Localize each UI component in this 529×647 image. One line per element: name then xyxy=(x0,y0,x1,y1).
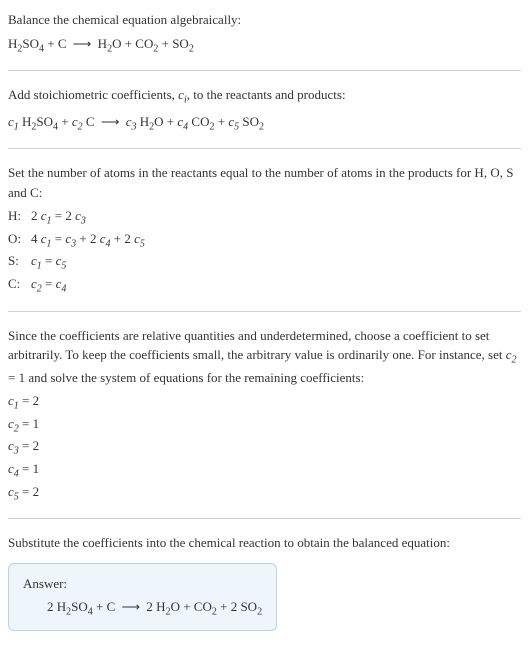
text: and solve the system of equations for th… xyxy=(25,370,364,385)
text: Since the coefficients are relative quan… xyxy=(8,328,506,363)
species: 2 SO2 xyxy=(231,599,262,614)
balance-eq: 4 c1 = c3 + 2 c4 + 2 c5 xyxy=(31,229,151,252)
species: C xyxy=(107,599,116,614)
species: 2 H2SO4 xyxy=(47,599,93,614)
plus: + xyxy=(162,36,173,51)
element-label: S: xyxy=(8,251,31,274)
species: C xyxy=(86,114,95,129)
set-var: c2 xyxy=(506,347,517,362)
species: SO2 xyxy=(242,114,264,129)
species: SO2 xyxy=(172,36,194,51)
species: CO2 xyxy=(194,599,217,614)
unbalanced-equation: H2SO4 + C ⟶ H2O + CO2 + SO2 xyxy=(8,34,521,57)
coeff: c5 xyxy=(228,114,239,129)
species: H2O xyxy=(98,36,122,51)
balance-eq: c2 = c4 xyxy=(31,274,151,297)
plus: + xyxy=(96,599,107,614)
element-label: O: xyxy=(8,229,31,252)
plus: + xyxy=(125,36,136,51)
symbolic-equation: c1 H2SO4 + c2 C ⟶ c3 H2O + c4 CO2 + c5 S… xyxy=(8,112,521,135)
table-row: S: c1 = c5 xyxy=(8,251,151,274)
species: H2SO4 xyxy=(8,36,44,51)
coeff: c3 xyxy=(126,114,137,129)
plus: + xyxy=(167,114,178,129)
plus: + xyxy=(47,36,58,51)
species: CO2 xyxy=(191,114,214,129)
plus: + xyxy=(183,599,194,614)
solve-intro: Since the coefficients are relative quan… xyxy=(8,326,521,388)
table-row: H: 2 c1 = 2 c3 xyxy=(8,206,151,229)
text: Add stoichiometric coefficients, xyxy=(8,87,178,102)
stoich-line: Add stoichiometric coefficients, ci, to … xyxy=(8,85,521,108)
coeff: c1 xyxy=(8,114,19,129)
atoms-intro: Set the number of atoms in the reactants… xyxy=(8,163,521,202)
coeff: c2 xyxy=(72,114,83,129)
coeff-result: c5 = 2 xyxy=(8,482,521,505)
intro-line: Balance the chemical equation algebraica… xyxy=(8,10,521,30)
plus: + xyxy=(61,114,72,129)
species: H2SO4 xyxy=(22,114,58,129)
text: , to the reactants and products: xyxy=(187,87,346,102)
answer-box: Answer: 2 H2SO4 + C ⟶ 2 H2O + CO2 + 2 SO… xyxy=(8,563,277,631)
element-label: C: xyxy=(8,274,31,297)
coeff: c4 xyxy=(177,114,188,129)
balance-eq: 2 c1 = 2 c3 xyxy=(31,206,151,229)
divider xyxy=(8,70,521,71)
table-row: O: 4 c1 = c3 + 2 c4 + 2 c5 xyxy=(8,229,151,252)
balanced-equation: 2 H2SO4 + C ⟶ 2 H2O + CO2 + 2 SO2 xyxy=(23,597,262,620)
coeff-result: c1 = 2 xyxy=(8,391,521,414)
plus: + xyxy=(220,599,231,614)
element-label: H: xyxy=(8,206,31,229)
divider xyxy=(8,518,521,519)
coefficient-results: c1 = 2 c2 = 1 c3 = 2 c4 = 1 c5 = 2 xyxy=(8,391,521,504)
divider xyxy=(8,311,521,312)
coeff-result: c4 = 1 xyxy=(8,459,521,482)
arrow-icon: ⟶ xyxy=(70,34,95,54)
species: C xyxy=(58,36,67,51)
species: H2O xyxy=(140,114,164,129)
coeff-result: c3 = 2 xyxy=(8,436,521,459)
species: 2 H2O xyxy=(146,599,180,614)
table-row: C: c2 = c4 xyxy=(8,274,151,297)
plus: + xyxy=(218,114,229,129)
arrow-icon: ⟶ xyxy=(98,112,123,132)
divider xyxy=(8,148,521,149)
species: CO2 xyxy=(135,36,158,51)
answer-label: Answer: xyxy=(23,574,262,594)
arrow-icon: ⟶ xyxy=(119,597,144,617)
balance-eq: c1 = c5 xyxy=(31,251,151,274)
atom-balance-table: H: 2 c1 = 2 c3 O: 4 c1 = c3 + 2 c4 + 2 c… xyxy=(8,206,151,296)
var-ci: ci xyxy=(178,87,187,102)
substitute-intro: Substitute the coefficients into the che… xyxy=(8,533,521,553)
coeff-result: c2 = 1 xyxy=(8,414,521,437)
